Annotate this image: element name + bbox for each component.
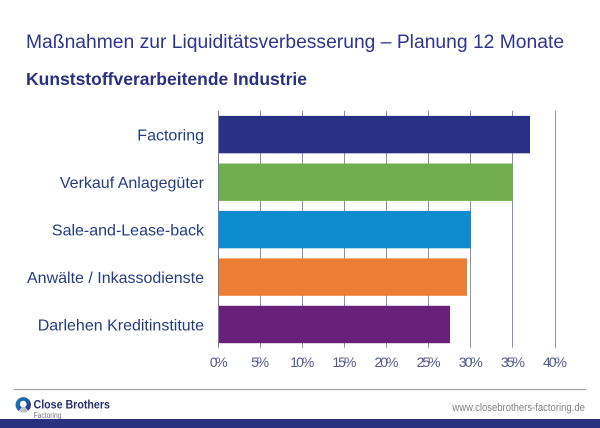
svg-text:0%: 0%: [210, 354, 228, 370]
svg-text:40%: 40%: [543, 354, 567, 370]
svg-text:Sale-and-Lease-back: Sale-and-Lease-back: [52, 222, 205, 239]
svg-text:Kunststoffverarbeitende Indust: Kunststoffverarbeitende Industrie: [26, 69, 307, 89]
svg-text:15%: 15%: [332, 354, 356, 370]
svg-text:www.closebrothers-factoring.de: www.closebrothers-factoring.de: [452, 402, 585, 414]
svg-text:35%: 35%: [501, 354, 525, 370]
svg-text:Verkauf Anlagegüter: Verkauf Anlagegüter: [60, 175, 205, 192]
svg-text:Factoring: Factoring: [34, 410, 62, 420]
svg-text:Anwälte / Inkassodienste: Anwälte / Inkassodienste: [27, 270, 204, 287]
svg-text:25%: 25%: [417, 354, 441, 370]
svg-text:Maßnahmen zur Liquiditätsverbe: Maßnahmen zur Liquiditätsverbesserung – …: [26, 32, 564, 53]
svg-text:10%: 10%: [290, 354, 314, 370]
svg-text:30%: 30%: [459, 354, 483, 370]
svg-text:Factoring: Factoring: [137, 127, 204, 144]
svg-text:Close Brothers: Close Brothers: [34, 397, 111, 411]
svg-text:5%: 5%: [251, 354, 269, 370]
svg-text:20%: 20%: [375, 354, 399, 370]
svg-text:Darlehen Kreditinstitute: Darlehen Kreditinstitute: [38, 317, 204, 334]
